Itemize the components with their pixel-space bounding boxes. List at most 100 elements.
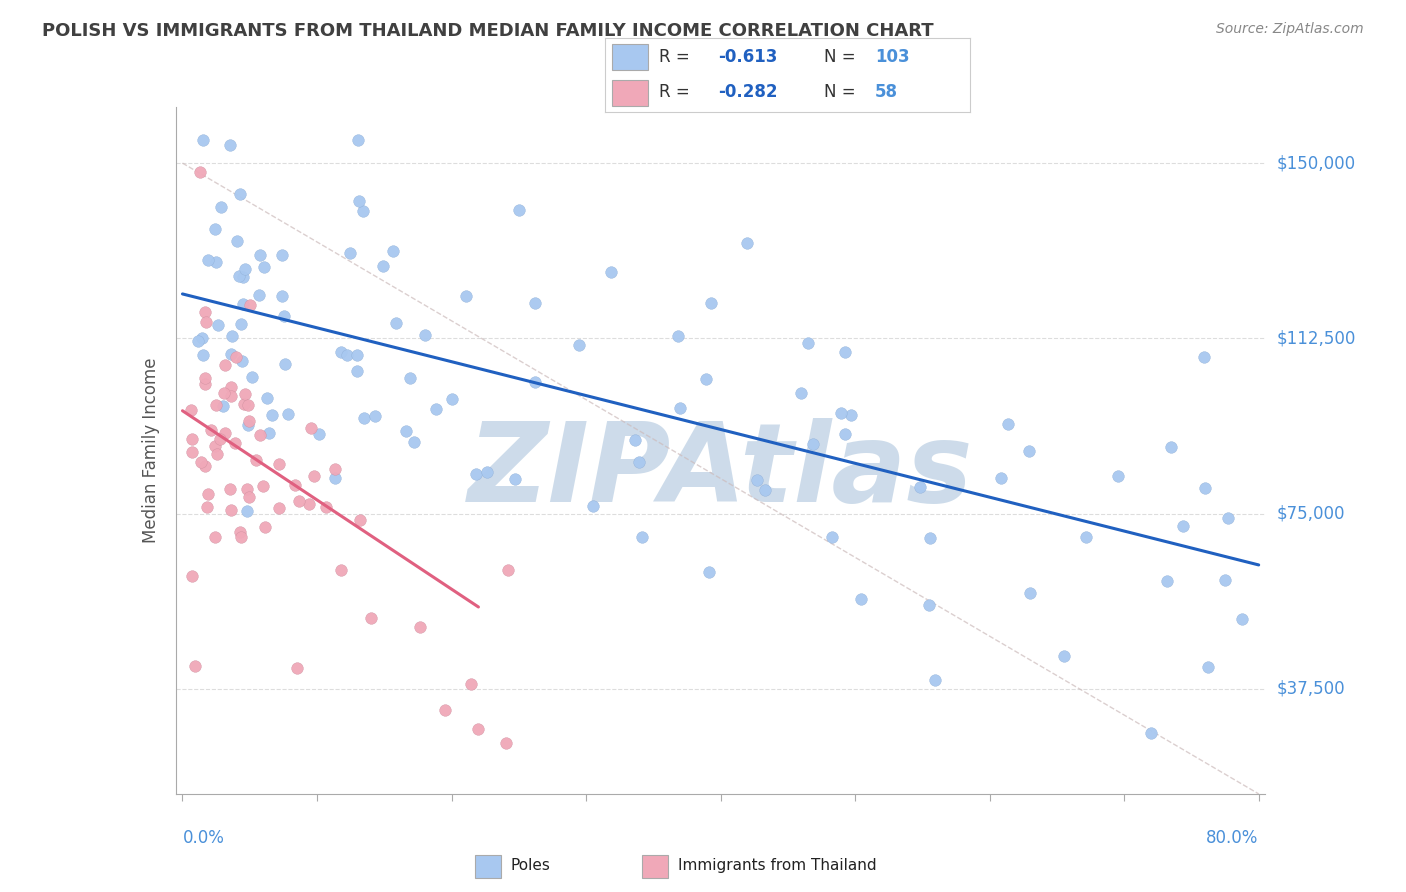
Point — [273, 310, 295, 324]
Text: 58: 58 — [875, 84, 898, 102]
Point — [747, 473, 769, 487]
Point — [790, 386, 813, 401]
Point — [997, 417, 1019, 431]
Point — [315, 500, 337, 514]
Point — [1232, 611, 1254, 625]
Point — [503, 472, 526, 486]
Point — [235, 504, 257, 518]
Point — [425, 402, 447, 417]
Text: N =: N = — [824, 84, 855, 102]
Text: 103: 103 — [875, 48, 910, 66]
Point — [221, 389, 243, 403]
Point — [346, 364, 368, 378]
Point — [238, 490, 260, 504]
Point — [187, 334, 209, 349]
Point — [207, 318, 229, 332]
Point — [212, 386, 235, 401]
Text: POLISH VS IMMIGRANTS FROM THAILAND MEDIAN FAMILY INCOME CORRELATION CHART: POLISH VS IMMIGRANTS FROM THAILAND MEDIA… — [42, 22, 934, 40]
Point — [270, 289, 292, 303]
Point — [204, 222, 226, 236]
Point — [183, 659, 205, 673]
Point — [600, 265, 623, 279]
Point — [238, 398, 260, 412]
Point — [346, 347, 368, 361]
Point — [260, 409, 283, 423]
Point — [924, 673, 946, 688]
Point — [229, 187, 252, 202]
Point — [849, 592, 872, 607]
Point — [236, 418, 259, 433]
Point — [1018, 443, 1040, 458]
Point — [834, 427, 856, 442]
Point — [363, 409, 385, 423]
Point — [190, 455, 212, 469]
Point — [180, 445, 202, 459]
Point — [249, 248, 271, 262]
Text: R =: R = — [659, 84, 690, 102]
Point — [360, 611, 382, 625]
Text: ZIPAtlas: ZIPAtlas — [468, 417, 973, 524]
Point — [197, 487, 219, 501]
Point — [990, 471, 1012, 485]
Point — [267, 501, 290, 516]
FancyBboxPatch shape — [475, 855, 501, 878]
Point — [700, 296, 723, 310]
Point — [381, 244, 404, 259]
Point — [242, 370, 264, 384]
Point — [259, 425, 281, 440]
Point — [475, 465, 498, 479]
Point — [239, 298, 262, 312]
Text: N =: N = — [824, 48, 855, 66]
Point — [1194, 481, 1216, 495]
Point — [253, 260, 276, 274]
Point — [191, 348, 214, 362]
Text: $112,500: $112,500 — [1277, 329, 1355, 347]
Point — [267, 457, 290, 471]
Point — [194, 370, 217, 384]
Point — [371, 260, 394, 274]
Point — [830, 406, 852, 420]
Point — [460, 676, 482, 690]
Point — [191, 331, 214, 345]
Point — [277, 407, 299, 421]
Point — [288, 494, 311, 508]
Text: -0.613: -0.613 — [718, 48, 778, 66]
Point — [1107, 468, 1129, 483]
Text: 80.0%: 80.0% — [1206, 829, 1258, 847]
Point — [668, 401, 690, 415]
Point — [252, 479, 274, 493]
Point — [1160, 440, 1182, 454]
Text: -0.282: -0.282 — [718, 84, 778, 102]
Point — [219, 138, 242, 153]
Point — [209, 200, 232, 214]
Point — [249, 428, 271, 442]
Point — [299, 420, 322, 434]
Point — [191, 133, 214, 147]
Point — [918, 598, 941, 612]
Text: Immigrants from Thailand: Immigrants from Thailand — [678, 858, 876, 872]
Y-axis label: Median Family Income: Median Family Income — [142, 358, 160, 543]
Point — [221, 380, 243, 394]
FancyBboxPatch shape — [612, 80, 648, 105]
Point — [236, 482, 259, 496]
Text: Source: ZipAtlas.com: Source: ZipAtlas.com — [1216, 22, 1364, 37]
Point — [232, 297, 254, 311]
Point — [349, 512, 371, 526]
Point — [339, 245, 361, 260]
Point — [440, 392, 463, 406]
Point — [404, 434, 426, 449]
Point — [347, 133, 370, 147]
Point — [302, 469, 325, 483]
Point — [415, 327, 437, 342]
Point — [205, 255, 228, 269]
Point — [627, 455, 650, 469]
Point — [325, 462, 347, 476]
Point — [231, 353, 253, 368]
Point — [226, 234, 249, 248]
Point — [395, 424, 418, 438]
Point — [204, 439, 226, 453]
Point — [214, 425, 236, 440]
Point — [212, 400, 235, 414]
Point — [228, 268, 250, 283]
Point — [581, 499, 603, 513]
